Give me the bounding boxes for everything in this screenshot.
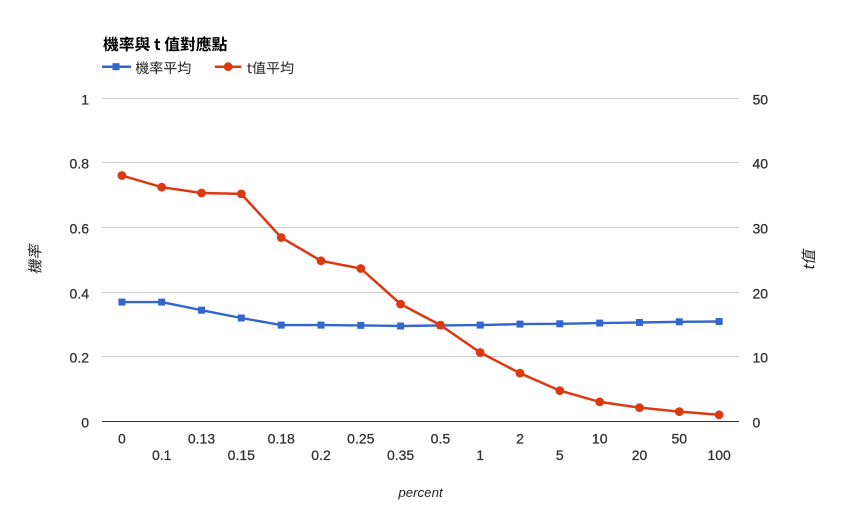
svg-text:40: 40 [753,156,769,172]
svg-text:50: 50 [672,431,688,447]
svg-text:0.18: 0.18 [268,431,295,447]
svg-text:0.35: 0.35 [387,447,414,463]
svg-text:30: 30 [753,221,769,237]
svg-text:0: 0 [81,415,89,431]
svg-text:10: 10 [592,431,608,447]
svg-text:0: 0 [118,431,126,447]
svg-text:50: 50 [753,92,769,108]
svg-text:0.6: 0.6 [70,221,90,237]
svg-text:1: 1 [81,92,89,108]
svg-text:0.25: 0.25 [347,431,374,447]
svg-text:10: 10 [753,350,769,366]
svg-text:0.1: 0.1 [152,447,172,463]
svg-text:2: 2 [516,431,524,447]
svg-text:100: 100 [707,447,731,463]
svg-text:20: 20 [753,286,769,302]
svg-text:20: 20 [632,447,648,463]
svg-text:5: 5 [556,447,564,463]
svg-text:0.8: 0.8 [70,156,90,172]
svg-text:0.13: 0.13 [188,431,215,447]
svg-text:1: 1 [476,447,484,463]
svg-text:0.5: 0.5 [431,431,451,447]
svg-text:0.2: 0.2 [70,350,90,366]
svg-text:0: 0 [753,415,761,431]
svg-text:0.15: 0.15 [228,447,255,463]
svg-text:0.4: 0.4 [70,286,90,302]
svg-text:percent: percent [397,485,444,500]
svg-text:0.2: 0.2 [311,447,331,463]
